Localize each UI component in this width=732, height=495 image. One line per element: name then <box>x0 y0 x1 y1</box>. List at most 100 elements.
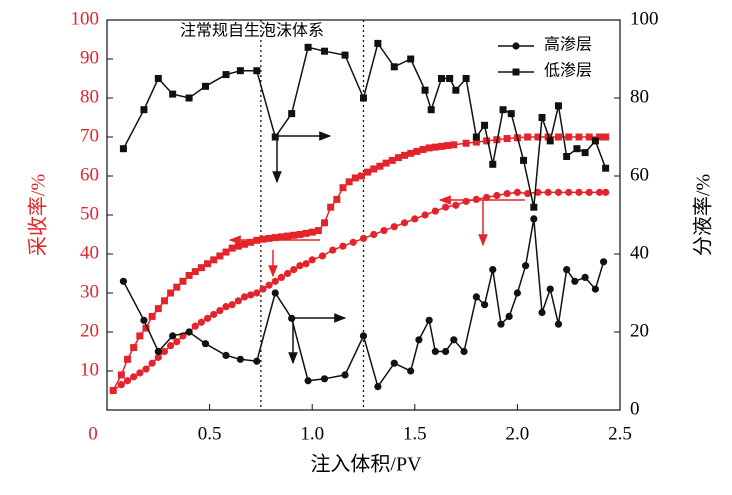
marker <box>370 165 378 173</box>
marker <box>296 262 304 270</box>
marker <box>290 266 298 274</box>
marker <box>357 172 365 180</box>
marker <box>497 320 505 328</box>
marker <box>591 137 599 145</box>
marker <box>167 289 175 297</box>
marker <box>222 71 230 79</box>
marker <box>563 266 571 274</box>
marker <box>480 301 489 309</box>
marker <box>489 266 497 274</box>
marker <box>419 145 427 153</box>
marker <box>216 306 224 315</box>
marker <box>499 106 507 114</box>
marker <box>563 153 571 160</box>
marker <box>271 277 279 285</box>
y-tick-label: 90 <box>80 47 99 68</box>
marker <box>524 189 532 198</box>
marker <box>554 133 562 141</box>
marker <box>173 283 181 291</box>
marker <box>304 377 312 385</box>
marker <box>321 47 329 55</box>
marker <box>534 133 542 141</box>
x-axis-label: 注入体积/PV <box>310 453 422 476</box>
marker <box>247 238 255 246</box>
marker <box>380 227 388 235</box>
y-tick-label: 20 <box>80 320 99 341</box>
marker <box>277 233 285 241</box>
marker <box>503 135 511 143</box>
marker <box>191 268 199 276</box>
marker <box>425 316 433 324</box>
marker <box>253 67 261 75</box>
marker <box>154 75 162 82</box>
marker <box>581 273 589 281</box>
marker <box>407 55 415 63</box>
marker <box>185 328 193 336</box>
marker <box>167 342 175 350</box>
marker <box>169 332 177 340</box>
marker <box>288 110 296 118</box>
marker <box>253 289 261 297</box>
marker <box>407 149 415 157</box>
marker <box>437 75 445 82</box>
marker <box>425 144 433 152</box>
marker <box>123 377 132 385</box>
marker <box>119 277 128 285</box>
marker <box>472 133 480 141</box>
marker <box>585 188 593 196</box>
x-tick-label: 0.5 <box>198 423 222 444</box>
marker <box>390 359 398 367</box>
marker <box>349 238 357 246</box>
marker <box>472 138 480 146</box>
arrows <box>228 131 525 365</box>
marker <box>472 293 480 301</box>
marker <box>359 332 368 340</box>
marker <box>173 338 181 346</box>
marker <box>585 133 593 141</box>
marker <box>130 344 138 352</box>
marker <box>169 90 177 98</box>
marker <box>222 303 230 311</box>
marker <box>441 347 450 356</box>
legend-marker <box>512 42 520 50</box>
marker <box>407 367 415 375</box>
marker <box>413 147 421 155</box>
marker <box>421 211 429 219</box>
marker <box>201 82 209 90</box>
marker <box>228 244 236 252</box>
x-tick-label: 2.5 <box>608 423 632 444</box>
marker <box>136 332 144 340</box>
marker <box>538 308 546 317</box>
y2-tick-label: 100 <box>630 8 659 29</box>
marker <box>201 340 210 348</box>
marker <box>308 256 316 264</box>
marker <box>117 381 125 389</box>
marker <box>345 178 353 186</box>
marker <box>318 252 327 260</box>
marker <box>382 159 390 167</box>
y-tick-label: 80 <box>80 86 99 107</box>
x-tick-label: 1.5 <box>403 423 427 444</box>
marker <box>571 277 579 285</box>
marker <box>204 260 212 268</box>
marker <box>341 51 349 59</box>
marker <box>581 149 589 157</box>
marker <box>390 63 398 71</box>
marker <box>271 234 279 242</box>
marker <box>210 310 218 319</box>
series-line <box>122 218 605 389</box>
marker <box>284 232 292 240</box>
marker <box>364 168 372 176</box>
marker <box>591 285 599 293</box>
marker <box>228 301 236 309</box>
marker <box>197 264 205 272</box>
marker <box>339 184 347 192</box>
legend-label: 低渗层 <box>544 62 592 80</box>
marker <box>341 371 349 379</box>
marker <box>304 43 312 51</box>
marker <box>148 312 156 320</box>
marker <box>160 347 169 356</box>
y-tick-label: 50 <box>80 203 99 224</box>
annotation: 注常规自生泡沫体系 <box>180 22 324 40</box>
marker <box>595 133 603 141</box>
